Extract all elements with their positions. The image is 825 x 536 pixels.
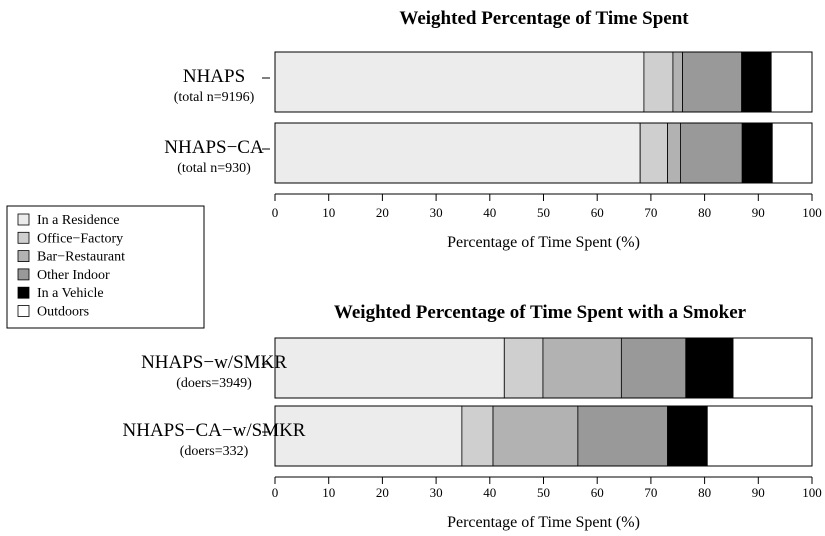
bar-segment-in-a-vehicle — [741, 51, 772, 113]
legend-item-office-factory: Office−Factory — [17, 231, 123, 246]
category-sublabel: (total n=9196) — [174, 90, 255, 105]
bar-segment-bar-restaurant — [672, 51, 683, 113]
x-tick-label: 70 — [644, 205, 657, 220]
bar-outline — [274, 405, 813, 467]
legend-item-in-a-vehicle: In a Vehicle — [17, 286, 104, 301]
x-tick-label: 10 — [322, 205, 335, 220]
bar-outline — [274, 122, 813, 184]
x-tick-label: 40 — [483, 485, 496, 500]
bar-segment-bar-restaurant — [542, 337, 622, 399]
category-label: NHAPS−CA — [164, 137, 264, 158]
bar-segment-office-factory — [643, 51, 674, 113]
bar-segment-in-a-vehicle — [741, 122, 773, 184]
legend: In a Residence Office−Factory Bar−Restaura… — [6, 205, 205, 329]
x-tick-label: 80 — [698, 205, 711, 220]
bar-segment-other-indoor — [680, 122, 743, 184]
legend-box — [6, 205, 205, 329]
category-label: NHAPS — [183, 66, 245, 87]
x-axis-label: Percentage of Time Spent (%) — [447, 234, 640, 251]
bar-segment-bar-restaurant — [492, 405, 579, 467]
bar-segment-in-a-residence — [274, 51, 645, 113]
bar-nhaps-ca-w-smkr — [274, 405, 813, 467]
x-tick-label: 20 — [376, 485, 389, 500]
x-tick-label: 50 — [537, 205, 550, 220]
chart-title: Weighted Percentage of Time Spent with a… — [334, 302, 747, 323]
legend-swatch — [17, 286, 30, 299]
legend-item-outdoors: Outdoors — [17, 305, 89, 320]
legend-swatch — [17, 250, 30, 263]
bar-segment-in-a-vehicle — [685, 337, 734, 399]
x-tick-label: 100 — [802, 485, 822, 500]
category-label: NHAPS−CA−w/SMKR — [123, 420, 306, 441]
x-tick-label: 90 — [752, 485, 765, 500]
legend-label: Bar−Restaurant — [37, 250, 125, 265]
x-tick-label: 40 — [483, 205, 496, 220]
legend-label: In a Vehicle — [37, 286, 104, 301]
bar-segment-in-a-residence — [274, 122, 641, 184]
legend-swatch — [17, 213, 30, 226]
x-tick-label: 60 — [591, 485, 604, 500]
bar-segment-in-a-vehicle — [667, 405, 708, 467]
x-axis-label: Percentage of Time Spent (%) — [447, 514, 640, 531]
legend-label: In a Residence — [37, 213, 119, 228]
bar-segment-outdoors — [771, 122, 813, 184]
legend-item-bar-restaurant: Bar−Restaurant — [17, 250, 125, 265]
panel-time-spent: Weighted Percentage of Time Spent NHAPS (t… — [164, 8, 821, 251]
bar-segment-outdoors — [706, 405, 813, 467]
legend-swatch — [17, 231, 30, 244]
category-label: NHAPS−w/SMKR — [141, 352, 287, 373]
bar-segment-office-factory — [503, 337, 544, 399]
category-sublabel: (doers=3949) — [176, 376, 252, 391]
x-tick-label: 30 — [430, 485, 443, 500]
bar-segment-bar-restaurant — [667, 122, 681, 184]
bar-nhaps — [274, 51, 813, 113]
bar-nhaps-w-smkr — [274, 337, 813, 399]
legend-swatch — [17, 268, 30, 281]
chart-title: Weighted Percentage of Time Spent — [399, 8, 689, 29]
bar-segment-other-indoor — [620, 337, 687, 399]
bar-segment-outdoors — [732, 337, 813, 399]
legend-item-other-indoor: Other Indoor — [17, 268, 110, 283]
x-tick-label: 10 — [322, 485, 335, 500]
bar-outline — [274, 337, 813, 399]
legend-swatch — [17, 305, 30, 317]
x-tick-label: 0 — [272, 205, 279, 220]
legend-label: Office−Factory — [37, 231, 123, 246]
bar-nhaps-ca — [274, 122, 813, 184]
x-tick-label: 0 — [272, 485, 279, 500]
bar-segment-office-factory — [461, 405, 494, 467]
x-tick-label: 60 — [591, 205, 604, 220]
x-tick-label: 70 — [644, 485, 657, 500]
bar-segment-other-indoor — [577, 405, 668, 467]
bar-outline — [274, 51, 813, 113]
bar-segment-other-indoor — [682, 51, 743, 113]
bar-segment-outdoors — [770, 51, 813, 113]
legend-label: Other Indoor — [37, 268, 110, 283]
x-tick-label: 100 — [802, 205, 822, 220]
category-sublabel: (total n=930) — [177, 161, 251, 176]
x-tick-label: 50 — [537, 485, 550, 500]
panel-time-with-smoker: Weighted Percentage of Time Spent with a… — [123, 302, 822, 531]
legend-item-in-a-residence: In a Residence — [17, 213, 119, 228]
x-tick-label: 20 — [376, 205, 389, 220]
x-tick-label: 80 — [698, 485, 711, 500]
legend-label: Outdoors — [37, 305, 89, 320]
category-sublabel: (doers=332) — [180, 444, 249, 459]
bar-segment-in-a-residence — [274, 337, 505, 399]
bar-segment-office-factory — [639, 122, 668, 184]
x-tick-label: 90 — [752, 205, 765, 220]
x-tick-label: 30 — [430, 205, 443, 220]
